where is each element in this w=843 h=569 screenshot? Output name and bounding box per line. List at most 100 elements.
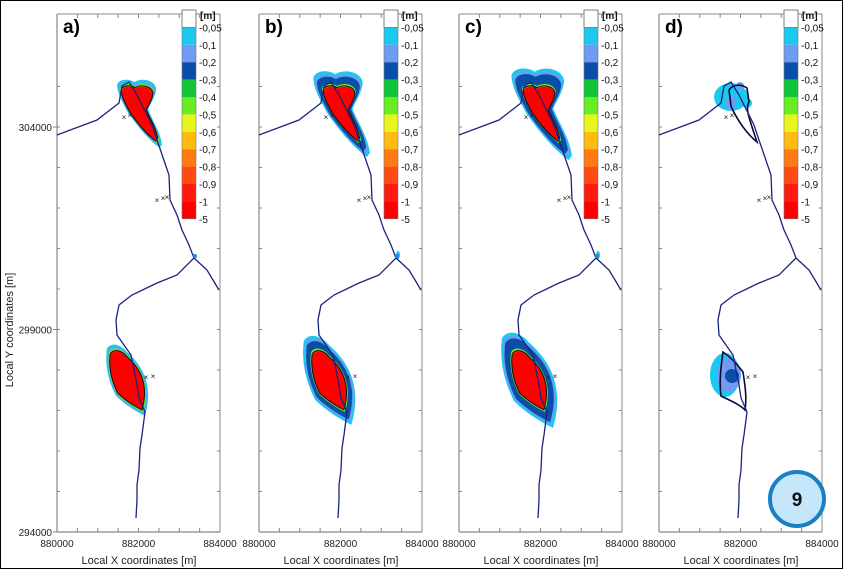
coastline-branch [795,257,822,291]
legend-swatch [584,149,598,167]
legend-swatch [584,79,598,97]
legend-level-label: -0,05 [601,23,624,34]
legend-swatch [384,114,398,132]
legend-unit: [m] [402,11,418,22]
x-tick-label: 880000 [242,539,276,550]
sample-point-marker: × [730,111,735,120]
legend-swatch [384,97,398,115]
legend-level-label: -0,4 [801,93,819,104]
color-legend: [m]-0,05 -0,1 -0,2 -0,3 -0,4 -0,5 -0,6 -0,7 -0,8… [583,9,624,226]
legend-level-label: -0,7 [801,145,819,156]
legend-swatch [584,114,598,132]
legend-swatch [182,27,196,45]
sample-point-marker: × [324,113,329,122]
legend-swatch [182,149,196,167]
legend-swatch [784,201,798,219]
y-tick-label: 294000 [19,528,53,539]
legend-level-label: -5 [199,215,208,226]
legend-level-label: -0,2 [601,58,619,69]
sample-point-marker: × [330,111,335,120]
legend-border [583,9,599,220]
sample-point-marker: × [546,373,551,382]
legend-level-label: -0,8 [401,163,419,174]
sample-point-marker: × [363,194,368,203]
legend-swatch [384,131,398,150]
legend-level-label: -0,5 [601,110,619,121]
legend-swatch [584,97,598,115]
legend-swatch [784,166,798,184]
x-axis-title: Local X coordinates [m] [284,555,399,567]
panel-d: 880000 882000 884000 Local X coordinates [m… [642,9,839,567]
plume-south-band [512,351,546,409]
legend-level-label: -1 [601,197,610,208]
legend-level-label: -0,2 [199,58,217,69]
sample-point-marker: × [724,113,729,122]
legend-level-label: -0,4 [401,93,419,104]
badge-number: 9 [792,490,803,511]
x-tick-label: 880000 [642,539,676,550]
coastline [258,81,397,519]
legend-swatch [784,62,798,80]
legend-swatch [784,27,798,45]
panel-b: 880000 882000 884000 Local X coordinates [m… [242,9,439,567]
legend-swatch [384,184,398,202]
plume-south-contour [109,350,146,411]
legend-swatch [584,184,598,202]
coastline [658,81,797,519]
sample-point-marker: × [357,196,362,205]
legend-unit: [m] [602,11,618,22]
plume-layer: × ×× × ×× × [258,71,422,519]
legend-swatch [384,201,398,219]
plume-layer: × ×× × ×× × [56,79,220,519]
coastline-branch [193,257,220,291]
legend-swatch [784,131,798,150]
color-legend: [m]-0,05 -0,1 -0,2 -0,3 -0,4 -0,5 -0,6 -0,7 -0,8… [783,9,824,226]
legend-swatch [182,79,196,97]
legend-level-label: -0,6 [601,128,619,139]
x-axis-title: Local X coordinates [m] [82,555,197,567]
panel-label: b) [265,17,283,38]
legend-swatch [384,149,398,167]
plume-north-contour [120,85,159,142]
legend-level-label: -0,8 [199,163,217,174]
legend-level-label: -5 [601,215,610,226]
sample-point-marker: × [557,196,562,205]
sample-point-marker: × [155,196,160,205]
legend-level-label: -0,9 [401,180,419,191]
coastline-branch [395,257,422,291]
sample-point-marker: × [151,372,156,381]
sample-point-marker: × [165,193,170,202]
legend-swatch [784,97,798,115]
x-tick-label: 884000 [805,539,839,550]
legend-level-label: -0,9 [801,180,819,191]
x-tick-label: 882000 [724,539,758,550]
coastline [458,81,597,519]
legend-swatch [182,62,196,80]
legend-level-label: -0,1 [401,41,419,52]
x-tick-label: 884000 [203,539,237,550]
x-axis-title: Local X coordinates [m] [684,555,799,567]
plume-north-contour [522,85,561,142]
x-tick-label: 884000 [405,539,439,550]
legend-border [181,9,197,220]
x-tick-label: 882000 [122,539,156,550]
x-tick-label: 882000 [524,539,558,550]
legend-unit: [m] [802,11,818,22]
legend-border [383,9,399,220]
sample-point-marker: × [746,373,751,382]
panel-label: d) [665,17,683,38]
plume-north-band [523,86,559,140]
legend-swatch [384,62,398,80]
legend-level-label: -0,3 [199,76,217,87]
legend-level-label: -0,3 [801,76,819,87]
plume-south-band [312,351,346,409]
sample-point-marker: × [763,194,768,203]
sample-point-marker: × [353,372,358,381]
legend-level-label: -0,8 [601,163,619,174]
legend-swatch [384,27,398,45]
plume-south-03 [725,369,739,383]
legend-swatch [182,184,196,202]
x-tick-label: 882000 [324,539,358,550]
legend-swatch [584,166,598,184]
plume-south-contour [311,350,348,411]
